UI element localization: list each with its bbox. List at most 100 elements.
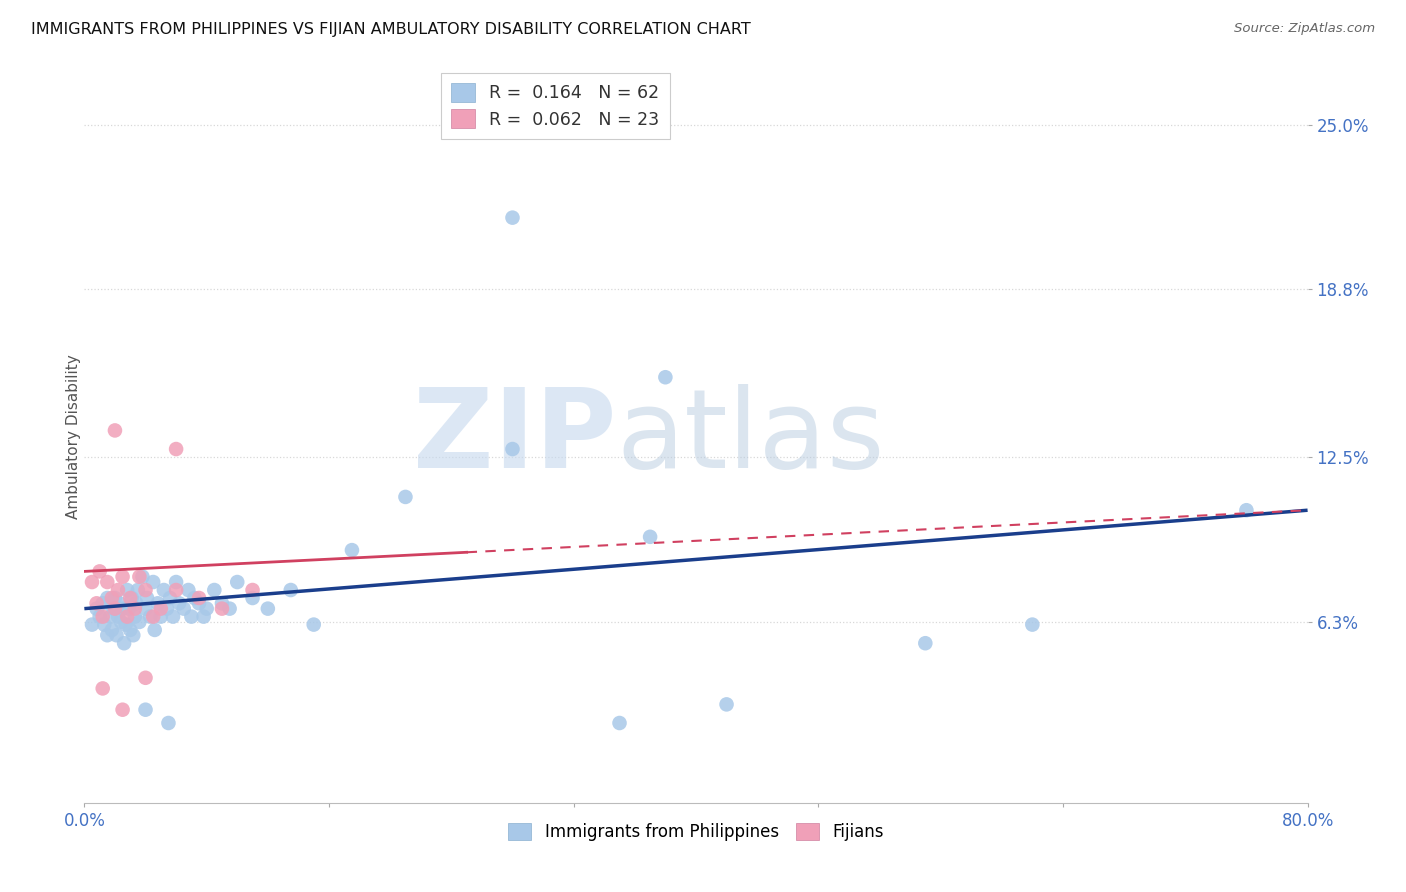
Point [142,609,165,624]
Point [188,591,211,605]
Point [98,609,121,624]
Point [111,570,134,584]
Point [91,596,114,610]
Point [91,609,114,624]
Point [86,596,108,610]
Point [165,582,187,597]
Point [120,591,142,605]
Point [394,490,416,504]
Point [183,591,205,605]
Point [1021,617,1043,632]
Point [654,370,676,384]
Point [112,636,135,650]
Point [195,601,218,615]
Point [111,601,134,615]
Point [211,596,233,610]
Point [101,623,124,637]
Point [80,575,103,590]
Point [124,601,146,615]
Point [149,601,172,615]
Point [86,601,108,615]
Point [146,596,169,610]
Point [128,570,150,584]
Point [105,628,128,642]
Point [202,582,225,597]
Point [89,609,111,624]
Point [156,601,179,615]
Point [104,601,127,615]
Point [257,601,280,615]
Point [149,609,172,624]
Point [609,716,631,731]
Point [914,636,936,650]
Point [124,609,146,624]
Point [107,609,129,624]
Point [125,596,148,610]
Point [114,617,136,632]
Point [107,582,129,597]
Point [121,591,143,605]
Point [218,601,240,615]
Y-axis label: Ambulatory Disability: Ambulatory Disability [66,355,80,519]
Point [153,582,176,597]
Point [136,591,159,605]
Point [302,617,325,632]
Point [502,211,524,225]
Point [638,530,661,544]
Point [226,575,249,590]
Text: ZIP: ZIP [413,384,616,491]
Point [93,617,115,632]
Point [110,615,132,629]
Point [135,582,157,597]
Point [159,591,181,605]
Point [180,609,202,624]
Point [135,671,157,685]
Legend: Immigrants from Philippines, Fijians: Immigrants from Philippines, Fijians [499,814,893,849]
Point [1236,503,1258,517]
Point [96,591,118,605]
Point [96,628,118,642]
Point [101,591,124,605]
Point [242,582,264,597]
Point [177,582,200,597]
Point [104,424,127,438]
Point [173,601,195,615]
Point [96,575,118,590]
Point [139,609,162,624]
Point [118,601,141,615]
Point [104,591,127,605]
Point [716,698,738,712]
Point [135,703,157,717]
Text: IMMIGRANTS FROM PHILIPPINES VS FIJIAN AMBULATORY DISABILITY CORRELATION CHART: IMMIGRANTS FROM PHILIPPINES VS FIJIAN AM… [31,22,751,37]
Point [165,575,187,590]
Point [108,596,131,610]
Point [103,601,125,615]
Point [120,623,142,637]
Point [127,582,149,597]
Text: Source: ZipAtlas.com: Source: ZipAtlas.com [1234,22,1375,36]
Point [111,703,134,717]
Point [340,543,363,558]
Point [502,442,524,456]
Point [167,596,190,610]
Point [280,582,302,597]
Point [135,601,157,615]
Point [242,591,264,605]
Point [80,617,103,632]
Point [188,596,211,610]
Point [142,575,165,590]
Point [143,623,166,637]
Point [193,609,215,624]
Point [115,609,138,624]
Point [89,565,111,579]
Point [91,681,114,696]
Point [165,442,187,456]
Point [131,570,153,584]
Point [122,628,145,642]
Point [128,615,150,629]
Point [157,716,180,731]
Text: atlas: atlas [616,384,884,491]
Point [162,609,184,624]
Point [115,582,138,597]
Point [211,601,233,615]
